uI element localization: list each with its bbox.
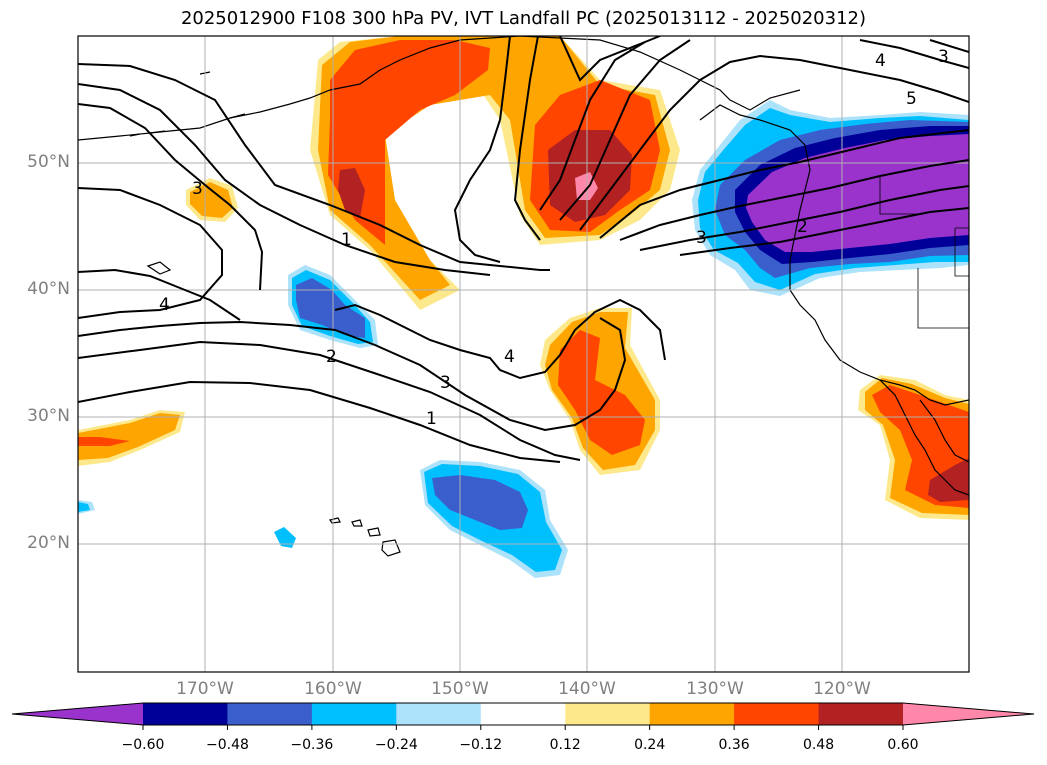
state-borders bbox=[879, 176, 969, 329]
lat-label: 50°N bbox=[27, 152, 70, 172]
lon-label: 160°W bbox=[304, 679, 362, 699]
contour-label: 3 bbox=[696, 228, 707, 248]
colorbar-cell bbox=[565, 703, 651, 725]
map-panel: 1 1 2 2 3 3 3 3 4 4 4 5 bbox=[78, 36, 969, 672]
lon-label: 140°W bbox=[558, 679, 616, 699]
contour-label: 3 bbox=[938, 47, 949, 67]
colorbar-cell bbox=[311, 703, 397, 725]
contour-label: 5 bbox=[906, 89, 917, 109]
contour-label: 3 bbox=[192, 179, 203, 199]
contour-label: 4 bbox=[504, 347, 515, 367]
contour-label: 2 bbox=[797, 217, 808, 237]
colorbar-extend-high bbox=[903, 703, 1034, 725]
colorbar-cell bbox=[143, 703, 228, 725]
contour-labels: 1 1 2 2 3 3 3 3 4 4 4 5 bbox=[159, 47, 949, 429]
lon-label: 120°W bbox=[813, 679, 871, 699]
colorbar-tick-label: −0.60 bbox=[121, 737, 165, 753]
lat-label: 40°N bbox=[27, 279, 70, 299]
ivt-contours bbox=[78, 36, 969, 463]
gridlines bbox=[78, 36, 969, 672]
hawaii-islands bbox=[329, 517, 401, 557]
contour-label: 4 bbox=[159, 295, 170, 315]
colorbar-tick-label: 0.12 bbox=[549, 737, 581, 753]
colorbar-cell bbox=[480, 703, 566, 725]
colorbar-extend-low bbox=[12, 703, 143, 725]
colorbar-tick-label: 0.48 bbox=[802, 737, 835, 753]
colorbar-cell bbox=[818, 703, 904, 725]
colorbar bbox=[11, 702, 1035, 730]
colorbar-cell bbox=[734, 703, 820, 725]
colorbar-tick-label: 0.24 bbox=[634, 737, 666, 753]
contour-label: 4 bbox=[875, 51, 886, 71]
contour-label: 3 bbox=[440, 373, 451, 393]
colorbar-cell bbox=[649, 703, 735, 725]
colorbar-tick-label: 0.60 bbox=[887, 737, 919, 753]
lon-label: 170°W bbox=[176, 679, 234, 699]
lat-label: 20°N bbox=[27, 533, 70, 553]
contour-label: 1 bbox=[426, 409, 437, 429]
lon-label: 130°W bbox=[686, 679, 744, 699]
colorbar-tick-label: −0.24 bbox=[374, 737, 418, 753]
lat-label: 30°N bbox=[27, 406, 70, 426]
lon-label: 150°W bbox=[431, 679, 489, 699]
colorbar-tick-label: −0.12 bbox=[459, 737, 503, 753]
colorbar-tick-label: −0.36 bbox=[290, 737, 334, 753]
contour-label: 2 bbox=[326, 347, 337, 367]
colorbar-tick-label: −0.48 bbox=[205, 737, 249, 753]
colorbar-tick-label: 0.36 bbox=[718, 737, 750, 753]
colorbar-cell bbox=[227, 703, 313, 725]
colorbar-cell bbox=[396, 703, 482, 725]
map-frame bbox=[77, 35, 970, 673]
contour-label: 1 bbox=[341, 230, 352, 250]
map-title: 2025012900 F108 300 hPa PV, IVT Landfall… bbox=[180, 8, 867, 29]
baja-coast bbox=[879, 379, 969, 496]
